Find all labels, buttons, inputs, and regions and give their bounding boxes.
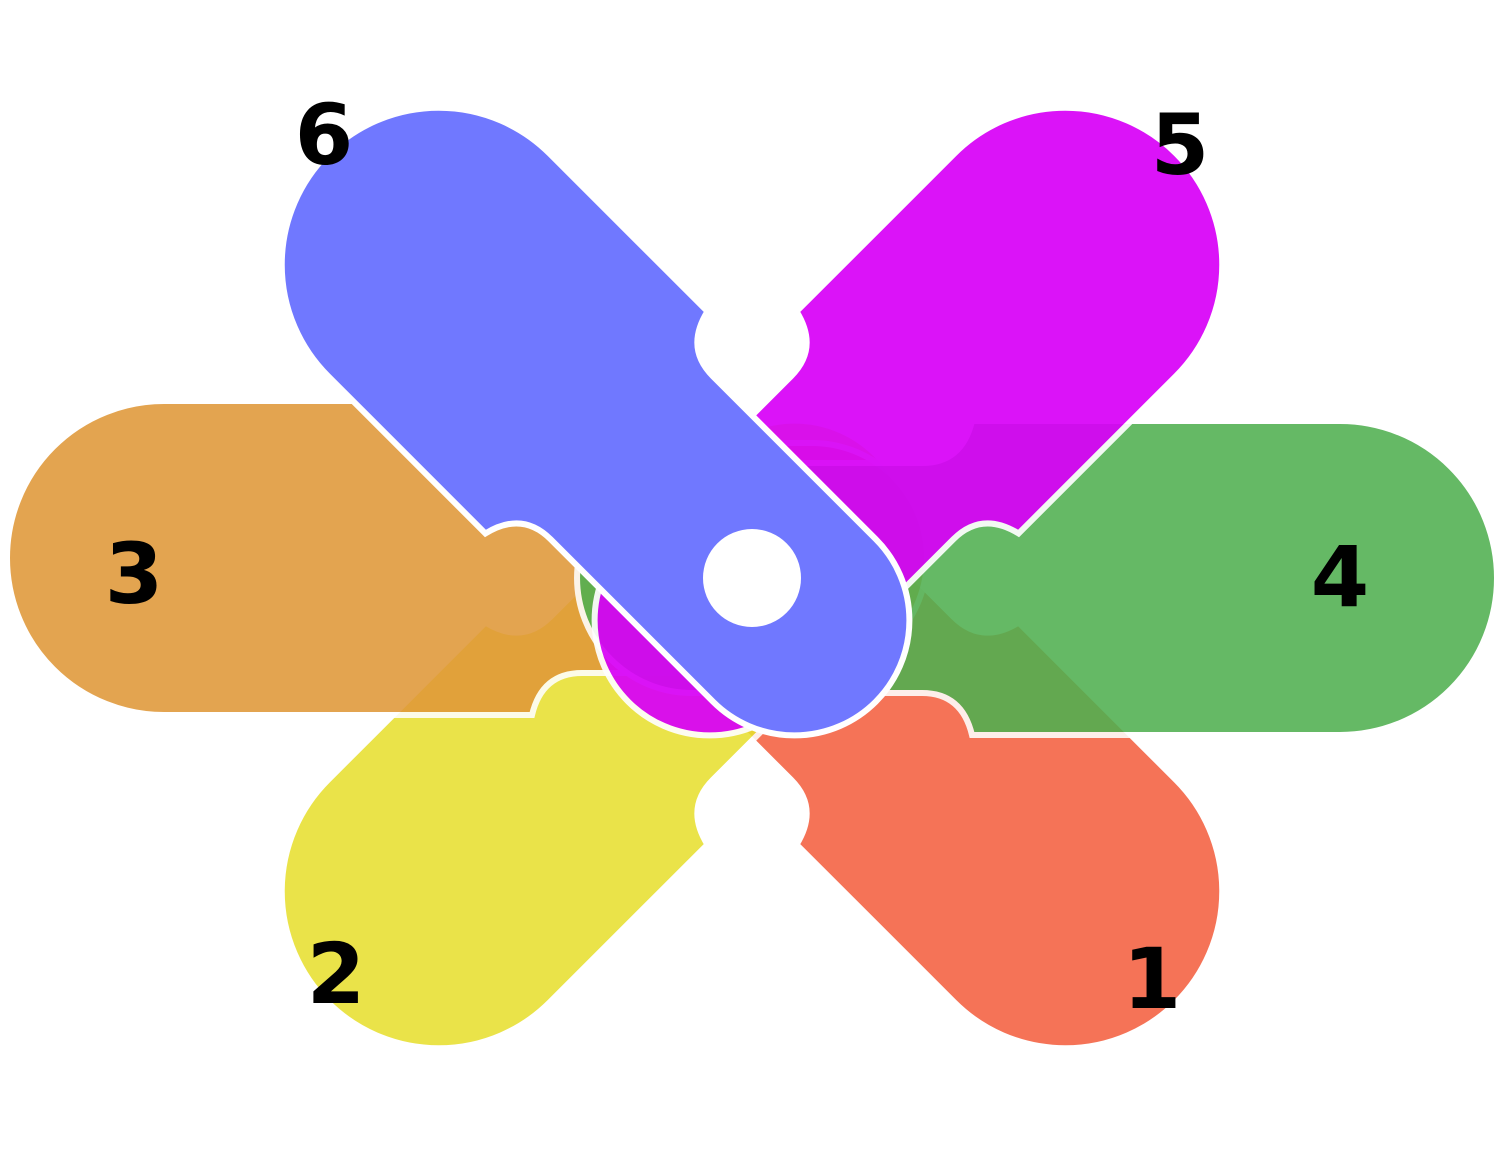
petal-label-3: 3 xyxy=(105,525,163,623)
petal-label-5: 5 xyxy=(1151,96,1209,194)
petal-label-1: 1 xyxy=(1123,930,1181,1028)
petal-label-6: 6 xyxy=(295,86,353,184)
petal-label-2: 2 xyxy=(307,925,365,1023)
center-hub xyxy=(703,529,801,627)
petal-label-4: 4 xyxy=(1311,528,1369,626)
